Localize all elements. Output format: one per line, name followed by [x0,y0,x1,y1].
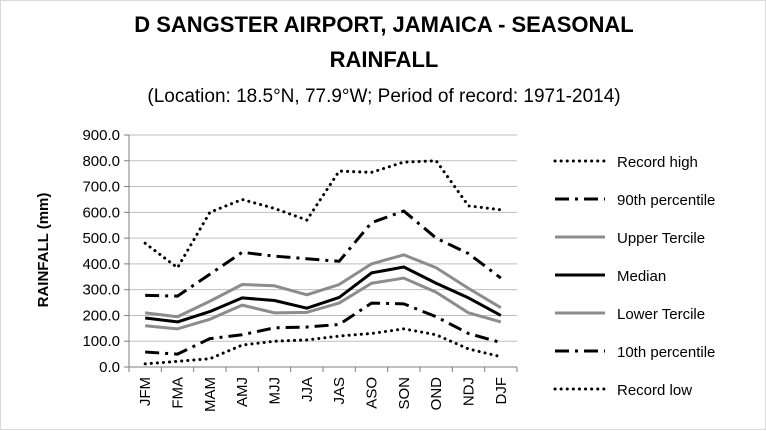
y-axis-label: RAINFALL (mm) [35,193,52,308]
y-tick-label: 200.0 [82,307,120,324]
y-tick-label: 700.0 [82,179,120,196]
series-line [143,159,503,270]
x-tick-label: ASO [364,377,381,409]
series-line [143,327,503,366]
y-tick-label: 400.0 [82,256,120,273]
series-line [145,209,502,298]
y-tick-label: 600.0 [82,204,120,221]
x-tick-label: AMJ [234,377,251,407]
x-tick-label: FMA [170,377,187,409]
y-tick-label: 800.0 [82,153,120,170]
x-tick-label: SON [396,377,413,410]
x-tick-label: JJA [299,377,316,402]
legend: Record high 90th percentile Upper Tercile M… [553,154,715,399]
y-tick-label: 100.0 [82,333,120,350]
legend-label: Median [617,268,666,285]
x-tick-label: NDJ [461,377,478,406]
series-line [145,276,502,331]
legend-label: Record high [617,154,698,171]
legend-label: Upper Tercile [617,230,705,247]
legend-label: 90th percentile [617,192,715,209]
x-tick-label: JAS [331,377,348,405]
series-line [145,301,502,356]
legend-label: 10th percentile [617,344,715,361]
series-line [144,253,502,319]
y-tick-label: 900.0 [82,127,120,144]
y-tick-label: 0.0 [99,359,120,376]
chart-title-line2: RAINFALL [330,47,439,72]
legend-label: Lower Tercile [617,306,705,323]
series-lines [143,159,503,366]
y-tick-label: 300.0 [82,282,120,299]
chart-title-line1: D SANGSTER AIRPORT, JAMAICA - SEASONAL [134,12,634,37]
x-tick-label: MJJ [267,377,284,405]
y-tick-label: 500.0 [82,230,120,247]
legend-label: Record low [617,382,692,399]
x-tick-label: OND [428,377,445,411]
series-line [144,265,502,324]
x-tick-label: MAM [202,377,219,412]
axes: 0.0 100.0 200.0 300.0 400.0 500.0 600.0 700.0 80… [82,127,518,412]
x-tick-label: JFM [137,377,154,406]
x-tick-label: DJF [493,377,510,405]
chart-subtitle: (Location: 18.5°N, 77.9°W; Period of rec… [147,86,620,107]
